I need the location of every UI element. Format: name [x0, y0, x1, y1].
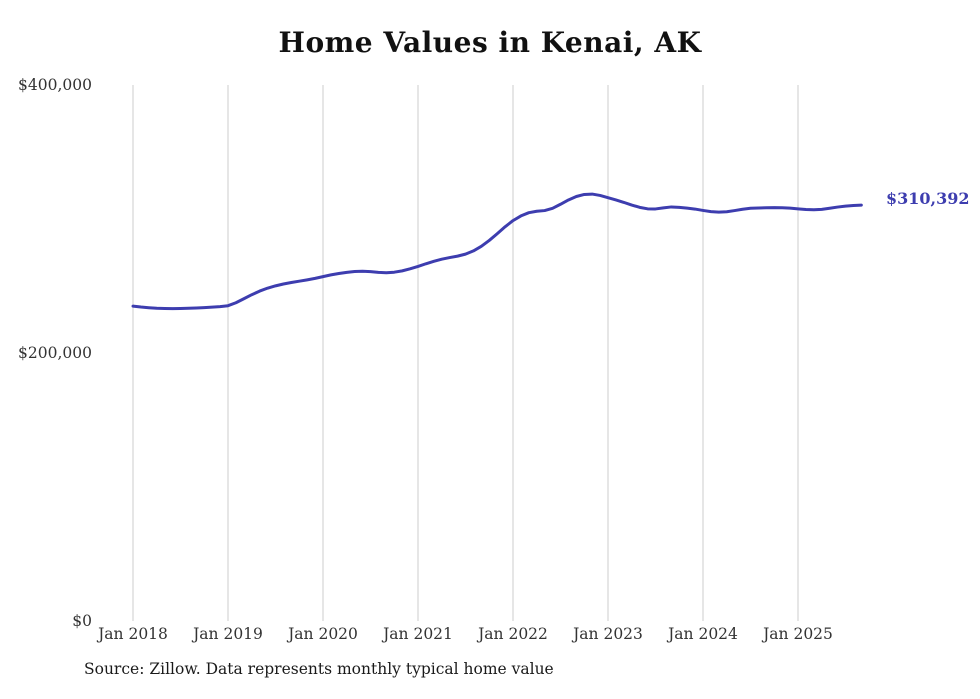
end-value-label: $310,392 — [886, 189, 970, 208]
x-axis-tick-label: Jan 2020 — [286, 625, 358, 643]
x-axis-tick-label: Jan 2023 — [571, 625, 643, 643]
y-axis-tick-label: $200,000 — [18, 344, 92, 362]
source-note: Source: Zillow. Data represents monthly … — [84, 660, 554, 678]
y-axis-tick-label: $400,000 — [18, 76, 92, 94]
x-axis-tick-label: Jan 2018 — [96, 625, 168, 643]
x-axis-tick-label: Jan 2025 — [761, 625, 833, 643]
x-axis-tick-label: Jan 2024 — [666, 625, 738, 643]
y-axis-tick-label: $0 — [72, 612, 92, 630]
x-axis-tick-label: Jan 2022 — [476, 625, 548, 643]
chart-title: Home Values in Kenai, AK — [278, 26, 702, 59]
value-line — [131, 192, 863, 311]
x-axis-tick-label: Jan 2021 — [381, 625, 453, 643]
x-axis-tick-label: Jan 2019 — [191, 625, 263, 643]
